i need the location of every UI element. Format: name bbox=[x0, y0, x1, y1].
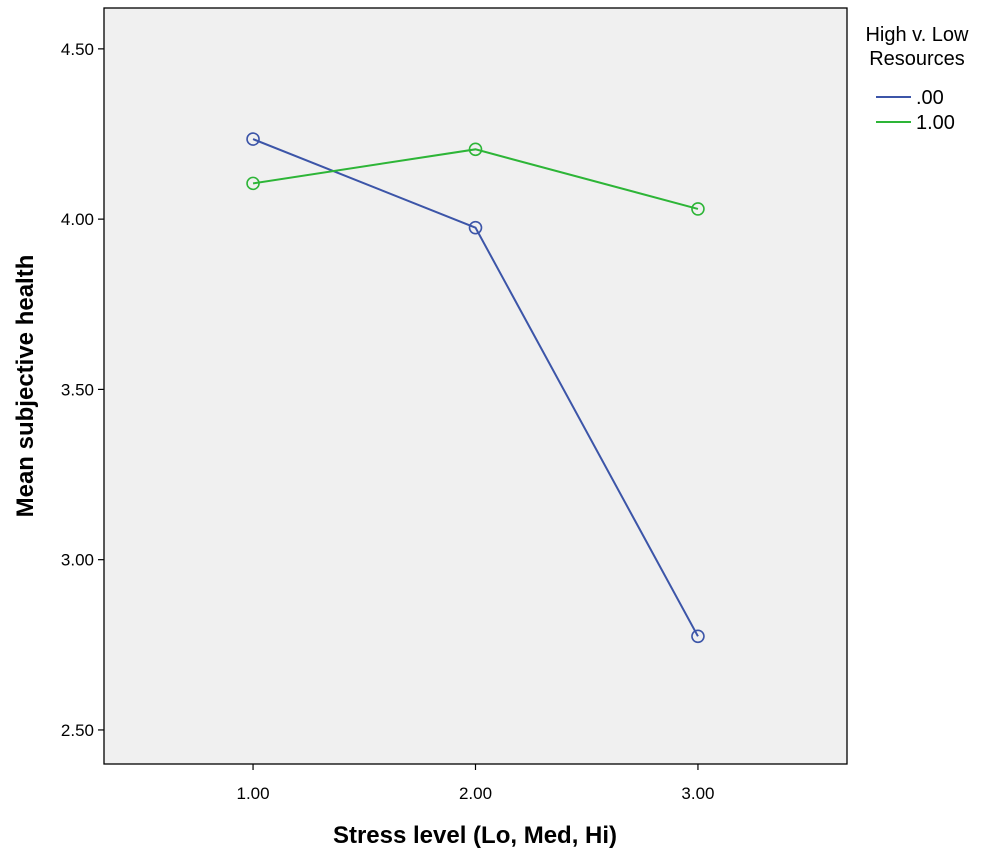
x-tick-label: 1.00 bbox=[236, 784, 269, 803]
legend: High v. Low Resources .00 1.00 bbox=[865, 24, 969, 134]
x-axis-title: Stress level (Lo, Med, Hi) bbox=[333, 822, 617, 849]
y-tick-label: 2.50 bbox=[61, 721, 94, 740]
series-1-point bbox=[246, 176, 260, 191]
legend-title-line1: High v. Low bbox=[865, 24, 969, 46]
y-axis: 2.50 3.00 3.50 4.00 4.50 bbox=[61, 40, 104, 740]
series-0-point bbox=[691, 629, 705, 644]
y-tick-label: 4.00 bbox=[61, 210, 94, 229]
legend-label: 1.00 bbox=[916, 112, 955, 134]
x-tick-label: 3.00 bbox=[681, 784, 714, 803]
legend-items: .00 1.00 bbox=[876, 87, 955, 134]
series-layer bbox=[246, 132, 705, 644]
y-tick-label: 3.50 bbox=[61, 380, 94, 399]
y-tick-label: 4.50 bbox=[61, 40, 94, 59]
y-axis-title: Mean subjective health bbox=[12, 255, 39, 518]
series-0-point bbox=[246, 132, 260, 146]
legend-title-line2: Resources bbox=[869, 48, 965, 70]
legend-label: .00 bbox=[916, 87, 944, 109]
series-1-point bbox=[691, 202, 705, 216]
series-0-point bbox=[468, 220, 483, 235]
x-axis: 1.00 2.00 3.00 bbox=[236, 764, 715, 803]
y-tick-label: 3.00 bbox=[61, 551, 94, 570]
x-tick-label: 2.00 bbox=[459, 784, 492, 803]
series-1-point bbox=[468, 142, 483, 157]
plot-area bbox=[103, 7, 848, 765]
series-line-1 bbox=[252, 148, 699, 210]
series-line-0 bbox=[252, 138, 699, 637]
